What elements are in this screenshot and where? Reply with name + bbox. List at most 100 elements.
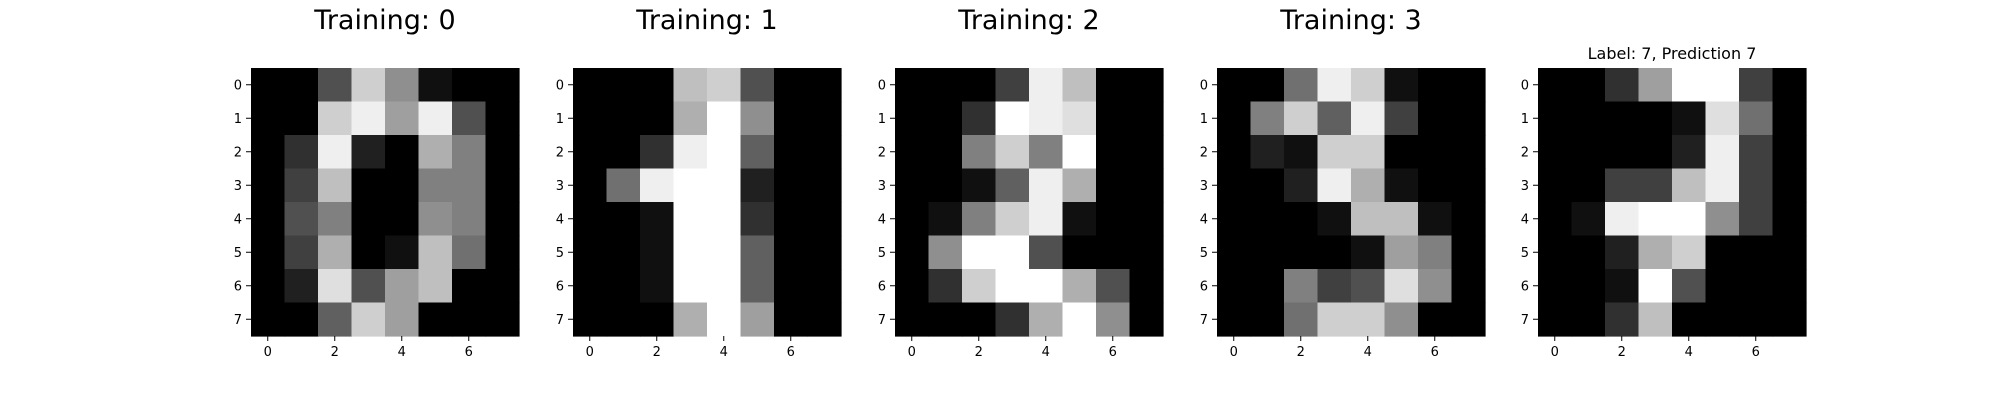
pixel-cell (1672, 269, 1707, 304)
y-tick-label: 5 (234, 246, 242, 261)
x-tick-label: 4 (1364, 345, 1372, 360)
x-tick-label: 6 (1752, 345, 1760, 360)
pixel-cell (962, 68, 997, 103)
pixel-cell (284, 235, 319, 270)
pixel-cell (606, 168, 641, 203)
pixel-cell (284, 101, 319, 136)
pixel-cell (1571, 101, 1606, 136)
pixel-cell (1029, 302, 1064, 337)
pixel-cell (1451, 68, 1486, 103)
pixel-cell (1129, 68, 1164, 103)
pixel-cell (774, 235, 809, 270)
pixel-cell (318, 302, 353, 337)
pixel-cell (1062, 101, 1097, 136)
pixel-cell (452, 68, 487, 103)
pixel-cell (1284, 101, 1319, 136)
pixel-cell (1351, 269, 1386, 304)
y-tick-label: 7 (878, 313, 886, 328)
pixel-cell (452, 235, 487, 270)
pixel-cell (284, 68, 319, 103)
pixel-cell (995, 68, 1030, 103)
y-tick-label: 5 (878, 246, 886, 261)
pixel-cell (284, 302, 319, 337)
pixel-cell (1250, 202, 1285, 237)
pixel-cell (640, 101, 675, 136)
pixel-cell (1317, 135, 1352, 170)
pixel-cell (1384, 202, 1419, 237)
pixel-cell (1351, 235, 1386, 270)
y-tick-label: 7 (556, 313, 564, 328)
pixel-cell (895, 101, 930, 136)
pixel-cell (1384, 269, 1419, 304)
pixel-cell (1605, 68, 1640, 103)
pixel-cell (807, 235, 842, 270)
pixel-cell (1351, 68, 1386, 103)
x-tick-label: 4 (398, 345, 406, 360)
pixel-cell (1096, 202, 1131, 237)
pixel-cell (1217, 168, 1252, 203)
pixel-cell (351, 269, 386, 304)
pixel-cell (1029, 68, 1064, 103)
pixel-cell (774, 269, 809, 304)
pixel-cell (1062, 68, 1097, 103)
pixel-cell (452, 202, 487, 237)
pixel-cell (1250, 135, 1285, 170)
digit-panel-1: Training: 1 0 1 2 3 4 5 6 7 0 2 4 6 (556, 5, 842, 360)
pixel-cell (740, 68, 775, 103)
pixel-cell (1217, 68, 1252, 103)
pixel-cell (707, 101, 742, 136)
pixel-cell (1605, 269, 1640, 304)
pixel-cell (573, 101, 608, 136)
pixel-cell (318, 168, 353, 203)
pixel-cell (962, 235, 997, 270)
pixel-cell (673, 302, 708, 337)
pixel-cell (318, 68, 353, 103)
pixel-cell (1384, 235, 1419, 270)
pixel-cell (895, 68, 930, 103)
pixel-cell (606, 101, 641, 136)
pixel-cell (1451, 101, 1486, 136)
y-tick-label: 7 (234, 313, 242, 328)
pixel-cell (1317, 202, 1352, 237)
y-tick-label: 1 (1200, 112, 1208, 127)
x-tick-label: 4 (720, 345, 728, 360)
pixel-cell (640, 269, 675, 304)
pixel-cell (1739, 235, 1774, 270)
pixel-cell (418, 202, 453, 237)
pixel-cell (1284, 269, 1319, 304)
pixel-cell (1250, 235, 1285, 270)
pixel-cell (573, 202, 608, 237)
pixel-cell (573, 235, 608, 270)
pixel-cell (774, 302, 809, 337)
y-tick-label: 6 (556, 279, 564, 294)
pixel-cell (1062, 235, 1097, 270)
pixel-cell (1317, 302, 1352, 337)
pixel-cell (740, 135, 775, 170)
pixel-cell (1029, 235, 1064, 270)
pixel-cell (1672, 302, 1707, 337)
pixel-cell (452, 135, 487, 170)
pixel-cell (1571, 235, 1606, 270)
pixel-cell (1672, 68, 1707, 103)
pixel-cell (385, 235, 420, 270)
pixel-cell (485, 269, 520, 304)
pixel-cell (1129, 302, 1164, 337)
pixel-cell (251, 269, 286, 304)
x-tick-label: 2 (653, 345, 661, 360)
pixel-cell (774, 68, 809, 103)
pixel-cell (895, 269, 930, 304)
pixel-cell (1451, 168, 1486, 203)
y-tick-label: 6 (1200, 279, 1208, 294)
pixel-cell (573, 68, 608, 103)
pixel-cell (1451, 269, 1486, 304)
x-tick-label: 6 (787, 345, 795, 360)
digit-panel-4: Label: 7, Prediction 7 0 1 2 3 4 5 6 7 0 2 4 6 (1521, 44, 1807, 360)
pixel-cell (284, 202, 319, 237)
pixel-cell (640, 302, 675, 337)
pixel-cell (740, 168, 775, 203)
x-tick-label: 2 (1618, 345, 1626, 360)
pixel-cell (1672, 235, 1707, 270)
pixel-cell (740, 202, 775, 237)
pixel-cell (928, 302, 963, 337)
y-tick-label: 2 (1200, 145, 1208, 160)
